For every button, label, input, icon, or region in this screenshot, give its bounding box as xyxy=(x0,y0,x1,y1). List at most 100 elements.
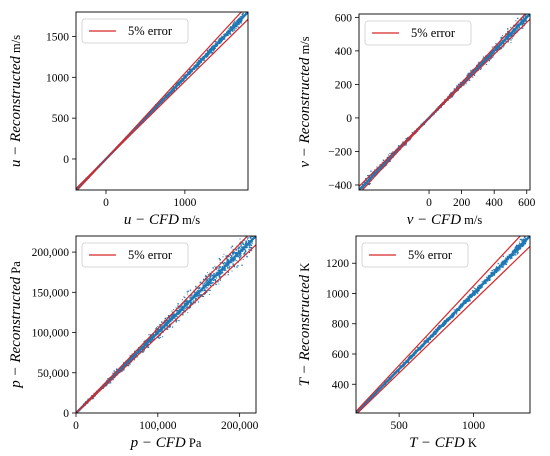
scatter-point xyxy=(233,260,235,262)
scatter-point xyxy=(492,56,494,58)
scatter-point xyxy=(224,268,226,270)
scatter-point xyxy=(199,287,201,289)
y-tick-label: 0 xyxy=(63,408,69,420)
scatter-point xyxy=(204,281,206,283)
scatter-point xyxy=(503,45,505,47)
scatter-point xyxy=(251,236,253,237)
scatter-point xyxy=(171,319,174,321)
scatter-point xyxy=(449,97,451,99)
scatter-point xyxy=(237,19,238,21)
scatter-point xyxy=(208,53,210,55)
scatter-point xyxy=(398,145,400,147)
scatter-point xyxy=(488,60,491,62)
scatter-point xyxy=(187,290,189,292)
scatter-point xyxy=(176,83,178,85)
scatter-point xyxy=(508,31,510,34)
scatter-point xyxy=(474,288,476,290)
scatter-point xyxy=(188,308,190,310)
scatter-point xyxy=(219,266,221,268)
scatter-point xyxy=(209,278,211,280)
scatter-point xyxy=(204,292,206,295)
y-tick-label: 200 xyxy=(335,79,353,91)
scatter-point xyxy=(158,333,160,335)
scatter-point xyxy=(173,313,175,315)
scatter-point xyxy=(216,271,218,273)
scatter-point xyxy=(186,299,188,301)
scatter-point xyxy=(141,345,143,347)
scatter-point xyxy=(204,289,206,292)
scatter-point xyxy=(112,372,114,374)
plot-area-T xyxy=(356,236,530,413)
scatter-point xyxy=(184,296,186,299)
scatter-point xyxy=(167,319,170,321)
scatter-point xyxy=(204,283,206,285)
scatter-point xyxy=(231,255,233,257)
scatter-point xyxy=(178,84,181,86)
scatter-point xyxy=(386,156,388,159)
plot-area-v xyxy=(359,11,530,190)
scatter-point xyxy=(503,259,505,261)
scatter-point xyxy=(196,290,199,292)
scatter-point xyxy=(219,262,221,264)
scatter-point xyxy=(430,334,431,336)
scatter-point xyxy=(202,290,204,292)
scatter-point xyxy=(225,262,227,265)
y-tick-label: 100,000 xyxy=(32,328,70,340)
scatter-point xyxy=(235,25,237,27)
scatter-point xyxy=(184,74,187,76)
scatter-point xyxy=(463,300,465,302)
scatter-point xyxy=(493,46,495,48)
scatter-point xyxy=(457,83,460,86)
scatter-point xyxy=(209,289,211,291)
scatter-point xyxy=(209,48,211,50)
scatter-point xyxy=(525,11,526,12)
scatter-point xyxy=(170,315,172,317)
scatter-point xyxy=(232,22,235,24)
scatter-point xyxy=(249,236,251,238)
scatter-point xyxy=(187,312,189,313)
scatter-point xyxy=(173,309,174,311)
scatter-point xyxy=(146,344,148,346)
scatter-point xyxy=(233,252,235,254)
scatter-point xyxy=(238,22,240,25)
scatter-point xyxy=(142,351,144,353)
scatter-point xyxy=(499,264,501,266)
scatter-point xyxy=(155,328,157,330)
scatter-point xyxy=(145,345,147,347)
scatter-point xyxy=(186,291,188,293)
scatter-point xyxy=(508,254,510,256)
scatter-point xyxy=(216,266,218,268)
scatter-point xyxy=(217,269,219,271)
scatter-point xyxy=(170,93,172,95)
scatter-point xyxy=(243,253,245,255)
scatter-point xyxy=(236,260,238,262)
scatter-point xyxy=(198,294,200,297)
scatter-point xyxy=(249,232,250,233)
x-tick-label: 600 xyxy=(518,197,536,209)
scatter-point xyxy=(203,59,205,61)
scatter-point xyxy=(498,47,500,49)
scatter-point xyxy=(506,33,509,36)
scatter-point xyxy=(242,250,244,252)
scatter-point xyxy=(218,268,220,270)
scatter-point xyxy=(185,306,187,308)
scatter-point xyxy=(218,283,220,285)
scatter-point xyxy=(376,166,378,168)
x-tick-label: 400 xyxy=(486,197,504,209)
scatter-point xyxy=(249,230,250,231)
scatter-point xyxy=(501,262,503,264)
scatter-point xyxy=(450,92,452,94)
scatter-point xyxy=(244,239,246,241)
scatter-point xyxy=(204,275,206,277)
scatter-point xyxy=(365,178,367,180)
scatter-point xyxy=(238,249,240,251)
scatter-point xyxy=(240,16,242,18)
scatter-point xyxy=(509,37,511,39)
scatter-point xyxy=(196,67,198,69)
scatter-point xyxy=(371,174,373,176)
scatter-point xyxy=(215,42,217,44)
scatter-point xyxy=(195,297,197,299)
scatter-point xyxy=(216,41,218,43)
scatter-point xyxy=(524,14,526,16)
